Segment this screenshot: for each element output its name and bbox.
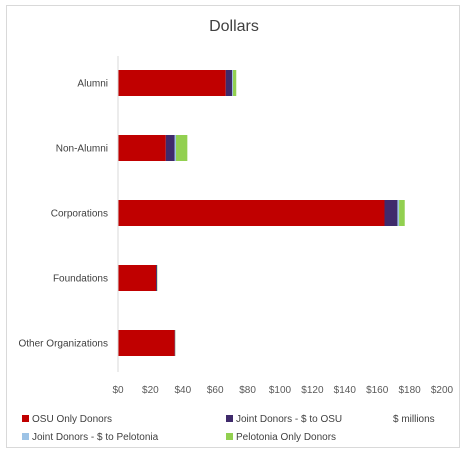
bar-foundations-joint-donors-to-osu: [156, 265, 158, 291]
bar-non-alumni-osu-only-donors: [118, 135, 166, 161]
legend-swatch-osu-only-donors: [22, 415, 29, 422]
bar-other-organizations-osu-only-donors: [118, 330, 175, 356]
bar-alumni-joint-donors-to-osu: [225, 70, 233, 96]
category-label-non-alumni: Non-Alumni: [56, 144, 108, 155]
x-tick-label: $180: [398, 385, 421, 396]
bar-non-alumni-pelotonia-only-donors: [176, 135, 188, 161]
bar-corporations-joint-donors-to-pelotonia: [397, 200, 400, 226]
bar-corporations-joint-donors-to-osu: [384, 200, 398, 226]
category-label-other-organizations: Other Organizations: [19, 339, 109, 350]
legend-label-pelotonia-only-donors: Pelotonia Only Donors: [236, 432, 336, 443]
x-tick-label: $200: [431, 385, 454, 396]
bars-group: [118, 70, 405, 356]
category-label-foundations: Foundations: [53, 274, 108, 285]
x-tick-label: $100: [269, 385, 292, 396]
unit-label: $ millions: [393, 414, 435, 425]
x-tick-label: $20: [142, 385, 159, 396]
legend-label-joint-donors-to-osu: Joint Donors - $ to OSU: [236, 414, 342, 425]
x-tick-label: $140: [334, 385, 357, 396]
x-tick-label: $80: [239, 385, 256, 396]
legend: OSU Only Donors Joint Donors - $ to OSU Jo…: [22, 414, 342, 443]
legend-label-joint-donors-to-pelotonia: Joint Donors - $ to Pelotonia: [32, 432, 159, 443]
x-tick-labels: $0 $20 $40 $60 $80 $100 $120 $140 $160 $180 $200: [112, 385, 453, 396]
category-labels: Alumni Non-Alumni Corporations Foundations O…: [19, 79, 109, 350]
x-tick-label: $160: [366, 385, 389, 396]
legend-label-osu-only-donors: OSU Only Donors: [32, 414, 112, 425]
legend-swatch-pelotonia-only-donors: [226, 433, 233, 440]
x-tick-label: $60: [207, 385, 224, 396]
bar-corporations-pelotonia-only-donors: [399, 200, 405, 226]
x-tick-label: $0: [112, 385, 124, 396]
bar-non-alumni-joint-donors-to-osu: [165, 135, 175, 161]
x-tick-label: $40: [174, 385, 191, 396]
category-label-corporations: Corporations: [51, 209, 108, 220]
legend-swatch-joint-donors-to-pelotonia: [22, 433, 29, 440]
legend-swatch-joint-donors-to-osu: [226, 415, 233, 422]
bar-alumni-joint-donors-to-pelotonia: [232, 70, 234, 96]
chart-title: Dollars: [209, 18, 259, 35]
bar-alumni-pelotonia-only-donors: [233, 70, 237, 96]
bar-foundations-osu-only-donors: [118, 265, 157, 291]
category-label-alumni: Alumni: [77, 79, 108, 90]
bar-corporations-osu-only-donors: [118, 200, 385, 226]
bar-alumni-osu-only-donors: [118, 70, 226, 96]
bar-non-alumni-joint-donors-to-pelotonia: [174, 135, 176, 161]
x-tick-label: $120: [301, 385, 324, 396]
